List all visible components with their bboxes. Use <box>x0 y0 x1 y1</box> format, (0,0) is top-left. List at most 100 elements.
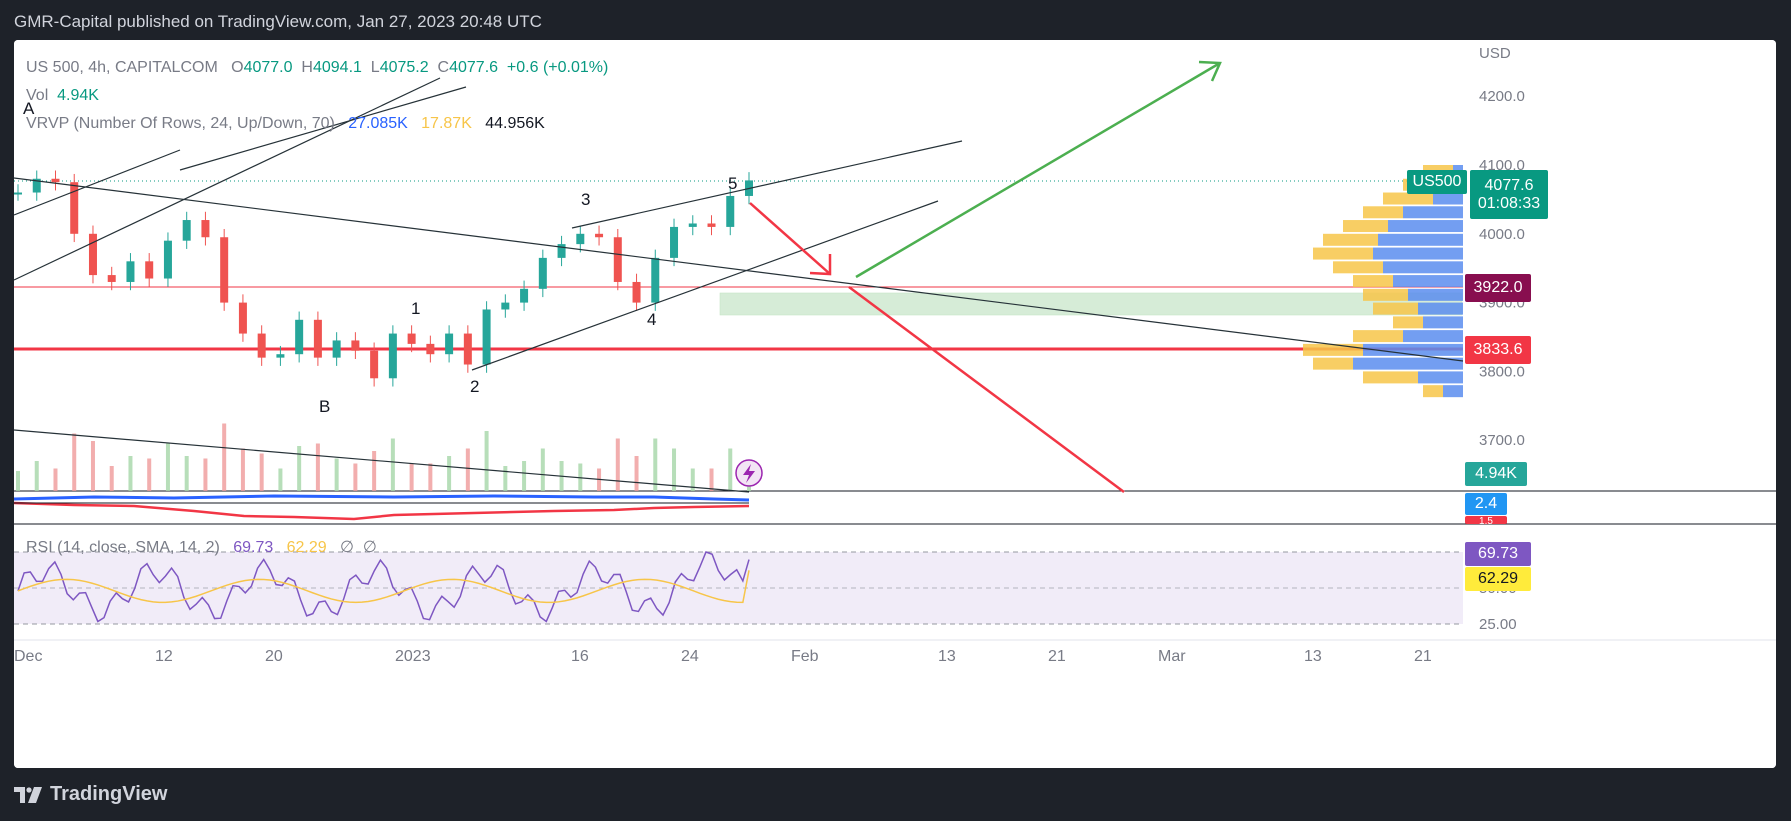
volume-bar <box>16 471 20 491</box>
time-axis-label: 16 <box>571 648 589 665</box>
volume-bar <box>259 453 264 491</box>
volume-bar <box>709 468 714 491</box>
candle <box>463 325 472 373</box>
volume-profile-row <box>1313 247 1463 260</box>
wave-label-3: 3 <box>581 190 590 209</box>
projection-arrows <box>749 60 1222 494</box>
candle <box>238 294 247 342</box>
candle <box>14 184 22 201</box>
volume-profile-row <box>1373 302 1463 315</box>
green-arrow-head <box>1198 60 1222 82</box>
volume-bar <box>109 466 114 491</box>
volume-bar <box>503 466 508 491</box>
volume-bar <box>90 441 95 491</box>
wave-label-4: 4 <box>647 310 656 329</box>
rsi-sma-line <box>17 570 750 604</box>
candle <box>107 266 116 291</box>
candle <box>576 225 585 253</box>
volume-profile-row <box>1303 343 1463 356</box>
candle <box>276 345 285 366</box>
candle <box>257 325 266 366</box>
price-chart[interactable]: A B C 1 2 3 4 5 USD 4200.0 4100.0 4000.0 39… <box>14 40 1776 768</box>
last-price-value: 4077.6 <box>1484 176 1534 194</box>
candle <box>651 249 660 311</box>
candle <box>332 332 341 366</box>
candle <box>538 249 547 298</box>
price-axis-tick: 3700.0 <box>1479 432 1525 449</box>
indicator-blue-line <box>14 494 750 502</box>
volume-bar <box>184 456 189 491</box>
volume-bar <box>447 456 452 491</box>
wave-label-2: 2 <box>470 377 479 396</box>
trendline-upper-2 <box>179 86 467 171</box>
chart-panel[interactable]: A B C 1 2 3 4 5 USD 4200.0 4100.0 4000.0 39… <box>14 40 1776 768</box>
candle <box>482 301 491 373</box>
candle <box>613 228 622 291</box>
candle <box>70 173 79 243</box>
lightning-icon <box>735 459 763 487</box>
legend-close: 4077.6 <box>449 59 499 76</box>
time-axis-label: 21 <box>1414 648 1432 665</box>
volume-bar <box>484 431 489 491</box>
volume-bar <box>203 458 208 491</box>
volume-bar <box>278 468 283 491</box>
volume-bar <box>653 438 658 491</box>
volume-profile <box>1303 165 1463 398</box>
volume-profile-row <box>1353 275 1463 288</box>
candle <box>520 280 529 311</box>
volume-bar <box>540 448 545 491</box>
candle <box>351 332 360 360</box>
candle <box>688 215 697 236</box>
price-axis-currency: USD <box>1479 45 1511 62</box>
candle <box>501 294 510 318</box>
volume-bar <box>353 463 358 491</box>
indicator-tag-red: 1.5 <box>1465 516 1507 524</box>
time-axis-label: 20 <box>265 648 283 665</box>
time-axis-label: 13 <box>938 648 956 665</box>
countdown-value: 01:08:33 <box>1477 194 1541 212</box>
volume-bar <box>128 456 133 491</box>
volume-profile-row <box>1323 233 1463 246</box>
candle <box>313 311 322 366</box>
indicator-tag-blue: 2.4 <box>1465 493 1507 515</box>
legend-volume: Vol 4.94K <box>26 87 99 104</box>
volume-bar <box>315 443 320 491</box>
volume-bar <box>672 448 677 491</box>
price-axis-tick: 4100.0 <box>1479 157 1525 174</box>
volume-bar <box>34 461 39 491</box>
time-axis-label: 13 <box>1304 648 1322 665</box>
price-axis-tick: 4000.0 <box>1479 226 1525 243</box>
trendline-down <box>14 177 1464 362</box>
level-tag-3922: 3922.0 <box>1465 274 1531 302</box>
volume-bar <box>634 456 639 491</box>
candle <box>670 218 679 267</box>
volume-tag: 4.94K <box>1465 462 1527 486</box>
wave-label-c: C <box>1064 40 1076 44</box>
legend-low: 4075.2 <box>379 59 429 76</box>
support-zone <box>719 292 1463 316</box>
candle <box>201 211 210 246</box>
indicator-red-line <box>14 501 750 521</box>
time-axis-label: Feb <box>791 648 819 665</box>
time-axis-label: 12 <box>155 648 173 665</box>
volume-trendline <box>14 429 750 493</box>
candle <box>163 232 172 287</box>
candle <box>445 325 454 363</box>
rsi-legend-sma: 62.29 <box>286 539 327 556</box>
rsi-tag: 69.73 <box>1465 542 1531 566</box>
tradingview-logo[interactable]: TradingView <box>14 783 167 806</box>
red-arrow-line-1 <box>749 202 831 275</box>
volume-profile-row <box>1363 288 1463 301</box>
volume-profile-row <box>1423 385 1463 398</box>
candle <box>295 311 304 363</box>
rsi-axis-tick: 25.00 <box>1479 616 1517 633</box>
volume-bar <box>690 468 695 491</box>
wave-label-5: 5 <box>728 174 737 193</box>
volume-bar <box>297 446 302 491</box>
candle <box>407 325 416 353</box>
volume-bar <box>72 433 77 491</box>
price-axis-tick: 3800.0 <box>1479 363 1525 380</box>
brand-label: TradingView <box>50 783 168 805</box>
volume-profile-row <box>1383 192 1463 205</box>
volume-profile-row <box>1333 261 1463 274</box>
